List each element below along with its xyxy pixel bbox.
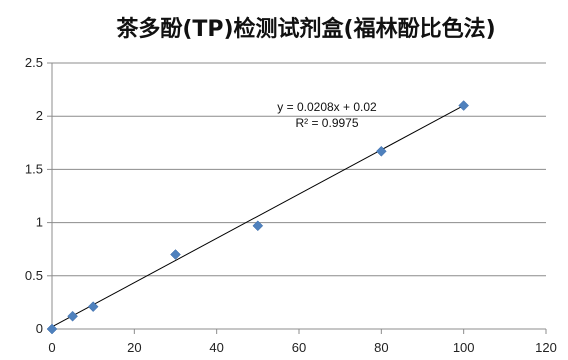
data-point — [67, 310, 78, 322]
y-tick-label: 2 — [36, 108, 43, 123]
trendline-group — [51, 105, 464, 328]
data-point — [375, 145, 387, 157]
data-point — [46, 323, 58, 335]
data-point — [87, 301, 99, 313]
x-tick-label: 20 — [127, 340, 141, 355]
y-tick-label: 1 — [36, 215, 43, 230]
data-point — [170, 249, 181, 260]
x-tick-label: 120 — [535, 340, 557, 355]
x-tick-label: 40 — [209, 340, 223, 355]
y-tick-label: 0.5 — [25, 268, 43, 283]
y-tick-label: 1.5 — [25, 161, 43, 176]
y-tick-labels: 0 0.5 1 1.5 2 2.5 — [25, 55, 43, 336]
trendline-equation: y = 0.0208x + 0.02 — [277, 100, 377, 114]
chart-title: 茶多酚(TP)检测试剂盒(福林酚比色法) — [116, 16, 495, 42]
x-tick-label: 80 — [374, 340, 388, 355]
x-tick-label: 0 — [48, 340, 55, 355]
trendline — [51, 105, 464, 328]
x-tick-label: 100 — [453, 340, 475, 355]
trendline-r-squared: R² = 0.9975 — [295, 116, 358, 130]
y-tick-label: 2.5 — [25, 55, 43, 70]
data-point — [252, 220, 264, 232]
gridlines — [52, 62, 546, 277]
y-tick-label: 0 — [36, 321, 43, 336]
data-points — [46, 100, 470, 335]
x-tick-label: 60 — [292, 340, 306, 355]
data-point — [458, 100, 470, 111]
x-tick-labels: 0 20 40 60 80 100 120 — [48, 340, 556, 355]
